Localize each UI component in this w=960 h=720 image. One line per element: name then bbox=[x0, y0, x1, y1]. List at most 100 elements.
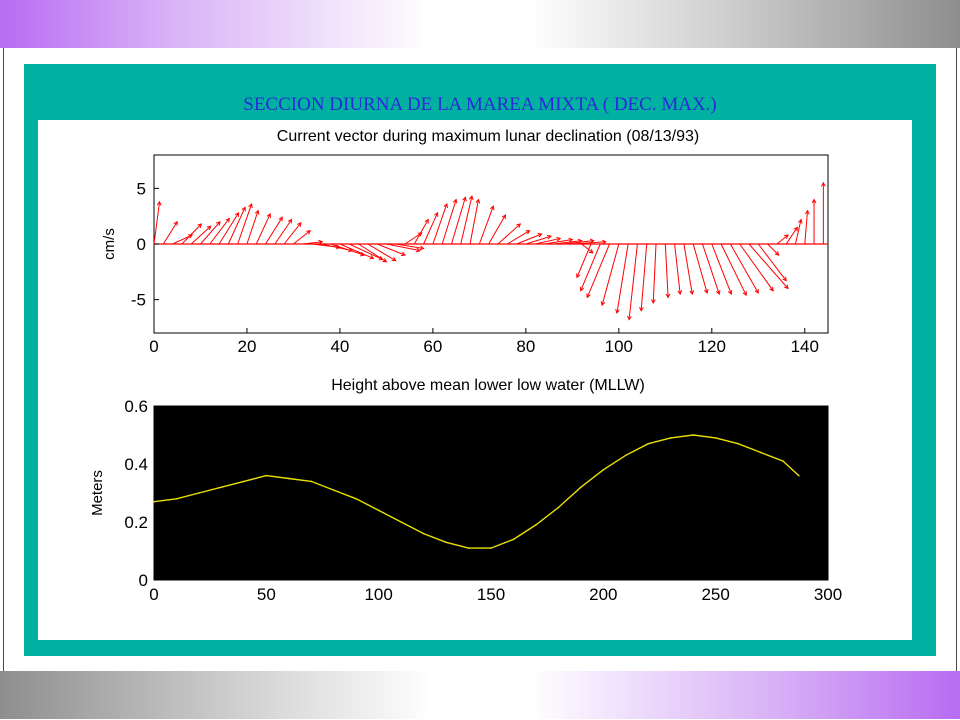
current-vector-stick bbox=[478, 206, 494, 245]
current-vector-stick bbox=[553, 240, 582, 245]
current-vector-stick bbox=[413, 219, 429, 245]
height-y-tick-label: 0.2 bbox=[124, 513, 148, 532]
height-y-ticks: 0 0.2 0.4 0.6 bbox=[124, 397, 159, 590]
current-vector-arrowhead bbox=[588, 249, 594, 254]
current-vector-stick bbox=[767, 243, 780, 256]
current-vector-arrowhead bbox=[677, 290, 683, 296]
current-vector-x-tick-label: 80 bbox=[516, 337, 535, 356]
current-vector-arrowhead bbox=[434, 211, 439, 217]
height-series-points bbox=[153, 434, 800, 549]
current-vector-arrowhead bbox=[742, 291, 747, 297]
current-vector-stick bbox=[586, 243, 610, 298]
current-vector-arrowhead bbox=[501, 214, 506, 220]
height-series-point bbox=[797, 474, 800, 477]
height-y-tick-label: 0.6 bbox=[124, 397, 148, 416]
current-vector-stick bbox=[562, 240, 594, 245]
height-series-point bbox=[355, 498, 358, 500]
current-vector-arrowhead bbox=[278, 216, 283, 222]
current-vector-stick bbox=[265, 217, 283, 245]
current-vector-arrowhead bbox=[715, 290, 721, 296]
current-vector-arrowhead bbox=[297, 222, 302, 227]
current-vector-stick bbox=[451, 197, 466, 245]
current-vector-x-tick-label: 60 bbox=[423, 337, 442, 356]
current-vector-stick bbox=[729, 243, 759, 294]
height-x-ticks: 0 50 100 150 200 250 300 bbox=[149, 575, 842, 604]
current-vector-stick bbox=[209, 218, 230, 245]
current-vector-stick bbox=[293, 230, 311, 245]
current-vector-y-tick-label: 0 bbox=[137, 235, 146, 254]
current-vector-stick bbox=[274, 219, 293, 245]
current-vector-stick bbox=[640, 243, 648, 311]
current-vector-stick bbox=[525, 235, 552, 245]
current-vector-stick bbox=[535, 237, 561, 245]
height-x-tick-label: 50 bbox=[257, 585, 276, 604]
current-vector-stick bbox=[711, 243, 732, 295]
current-vector-stick bbox=[469, 199, 479, 245]
current-vector-y-tick-label: -5 bbox=[131, 291, 146, 310]
height-series-point bbox=[175, 498, 178, 500]
current-vector-arrowhead bbox=[452, 198, 458, 204]
current-vector-arrowhead bbox=[225, 217, 230, 223]
current-vector-stick bbox=[580, 243, 601, 291]
height-y-tick-label: 0.4 bbox=[124, 455, 148, 474]
current-vector-stick bbox=[628, 243, 638, 320]
current-vector-stick bbox=[386, 243, 420, 252]
current-vector-arrowhead bbox=[318, 239, 324, 245]
current-vector-arrowhead bbox=[241, 206, 246, 212]
height-y-tick-label: 0 bbox=[139, 571, 148, 590]
current-vector-arrowhead bbox=[156, 200, 162, 206]
height-series-point bbox=[220, 486, 223, 489]
height-series-point bbox=[669, 437, 672, 439]
current-vector-arrowhead bbox=[804, 209, 810, 215]
current-vector-stick bbox=[460, 196, 473, 245]
height-series-point bbox=[602, 469, 605, 471]
current-vector-stick bbox=[302, 241, 323, 245]
height-series-point bbox=[310, 480, 313, 483]
current-vector-arrowhead bbox=[774, 251, 780, 256]
height-series-point bbox=[714, 437, 717, 439]
current-vector-arrowhead bbox=[556, 236, 562, 242]
current-vector-stick bbox=[692, 243, 708, 294]
current-vector-stick bbox=[227, 207, 246, 245]
height-series-point bbox=[580, 486, 582, 489]
current-vector-arrowhead bbox=[188, 234, 194, 239]
current-vector-arrowhead bbox=[369, 255, 375, 260]
height-series-point bbox=[557, 506, 560, 509]
current-vector-arrowhead bbox=[537, 233, 543, 238]
height-chart: Height above mean lower low water (MLLW)… bbox=[89, 377, 842, 604]
current-vector-stick bbox=[488, 214, 506, 245]
current-vector-stick bbox=[804, 210, 809, 245]
right-frame-line bbox=[956, 48, 957, 671]
height-series-point bbox=[332, 489, 335, 491]
current-vector-arrowhead bbox=[769, 286, 774, 292]
figure-svg: Current vector during maximum lunar decl… bbox=[89, 128, 842, 604]
current-vector-stick bbox=[776, 234, 789, 245]
current-vector-stick bbox=[616, 243, 629, 314]
current-vector-x-tick-label: 100 bbox=[605, 337, 633, 356]
current-vector-y-axis-label: cm/s bbox=[101, 228, 118, 260]
current-vector-arrowhead bbox=[793, 226, 798, 232]
current-vector-arrowhead bbox=[782, 276, 787, 282]
height-series-point bbox=[647, 442, 650, 445]
height-series-point bbox=[265, 474, 268, 477]
current-vector-arrowhead bbox=[516, 223, 522, 228]
current-vector-arrowhead bbox=[754, 288, 759, 294]
height-y-axis-label: Meters bbox=[89, 470, 106, 516]
current-vector-x-ticks: 0 20 40 60 80 100 120 140 bbox=[149, 328, 819, 356]
current-vector-stick bbox=[652, 243, 657, 303]
height-x-tick-label: 250 bbox=[701, 585, 729, 604]
current-vector-arrowhead bbox=[784, 284, 789, 290]
current-vector-stick bbox=[581, 243, 594, 254]
current-vector-stick bbox=[664, 243, 669, 298]
left-frame-line bbox=[3, 48, 4, 671]
height-x-tick-label: 300 bbox=[814, 585, 842, 604]
current-vector-stick bbox=[601, 243, 620, 306]
height-series-point bbox=[288, 477, 290, 480]
current-vector-arrowhead bbox=[568, 237, 574, 243]
current-vector-stick bbox=[246, 210, 259, 245]
height-series-point bbox=[759, 451, 762, 454]
height-x-tick-label: 200 bbox=[589, 585, 617, 604]
height-series-point bbox=[153, 500, 155, 503]
height-chart-title: Height above mean lower low water (MLLW) bbox=[331, 377, 645, 394]
height-series-point bbox=[512, 538, 515, 541]
